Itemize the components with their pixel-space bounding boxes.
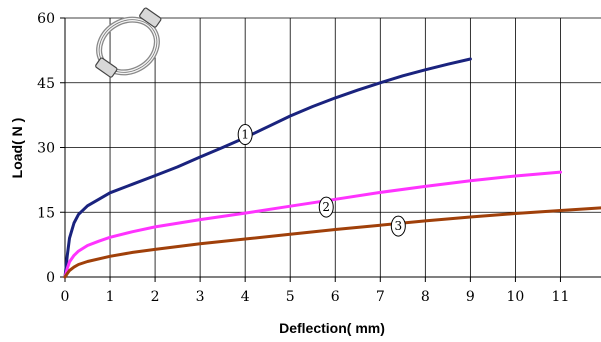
y-tick-label: 30: [37, 141, 55, 157]
axes: [60, 18, 601, 282]
y-tick-label: 45: [37, 76, 55, 92]
x-tick-label: 3: [196, 289, 205, 305]
series-3-line: [65, 208, 601, 277]
x-tick-label: 7: [376, 289, 385, 305]
x-tick-label: 8: [421, 289, 430, 305]
x-tick-label: 1: [106, 289, 115, 305]
x-tick-label: 11: [552, 289, 570, 305]
series-lines: [65, 59, 601, 277]
x-tick-label: 2: [151, 289, 160, 305]
y-tick-label: 15: [37, 205, 55, 221]
gridlines: [65, 18, 601, 277]
series-1-marker-label: 1: [241, 128, 249, 142]
x-tick-label: 10: [507, 289, 525, 305]
y-tick-label: 0: [46, 270, 55, 286]
x-tick-label: 9: [466, 289, 475, 305]
x-tick-label: 5: [286, 289, 295, 305]
x-tick-label: 4: [241, 289, 250, 305]
x-tick-label: 6: [331, 289, 340, 305]
series-3-marker-label: 3: [394, 219, 402, 233]
y-tick-label: 60: [37, 11, 55, 27]
x-axis-title: Deflection( mm): [279, 320, 385, 336]
x-tick-label: 0: [61, 289, 70, 305]
series-2-marker-label: 2: [322, 200, 330, 214]
y-axis-title: Load( N ): [9, 118, 25, 179]
series-1-line: [65, 59, 470, 277]
series-2-line: [65, 172, 561, 277]
